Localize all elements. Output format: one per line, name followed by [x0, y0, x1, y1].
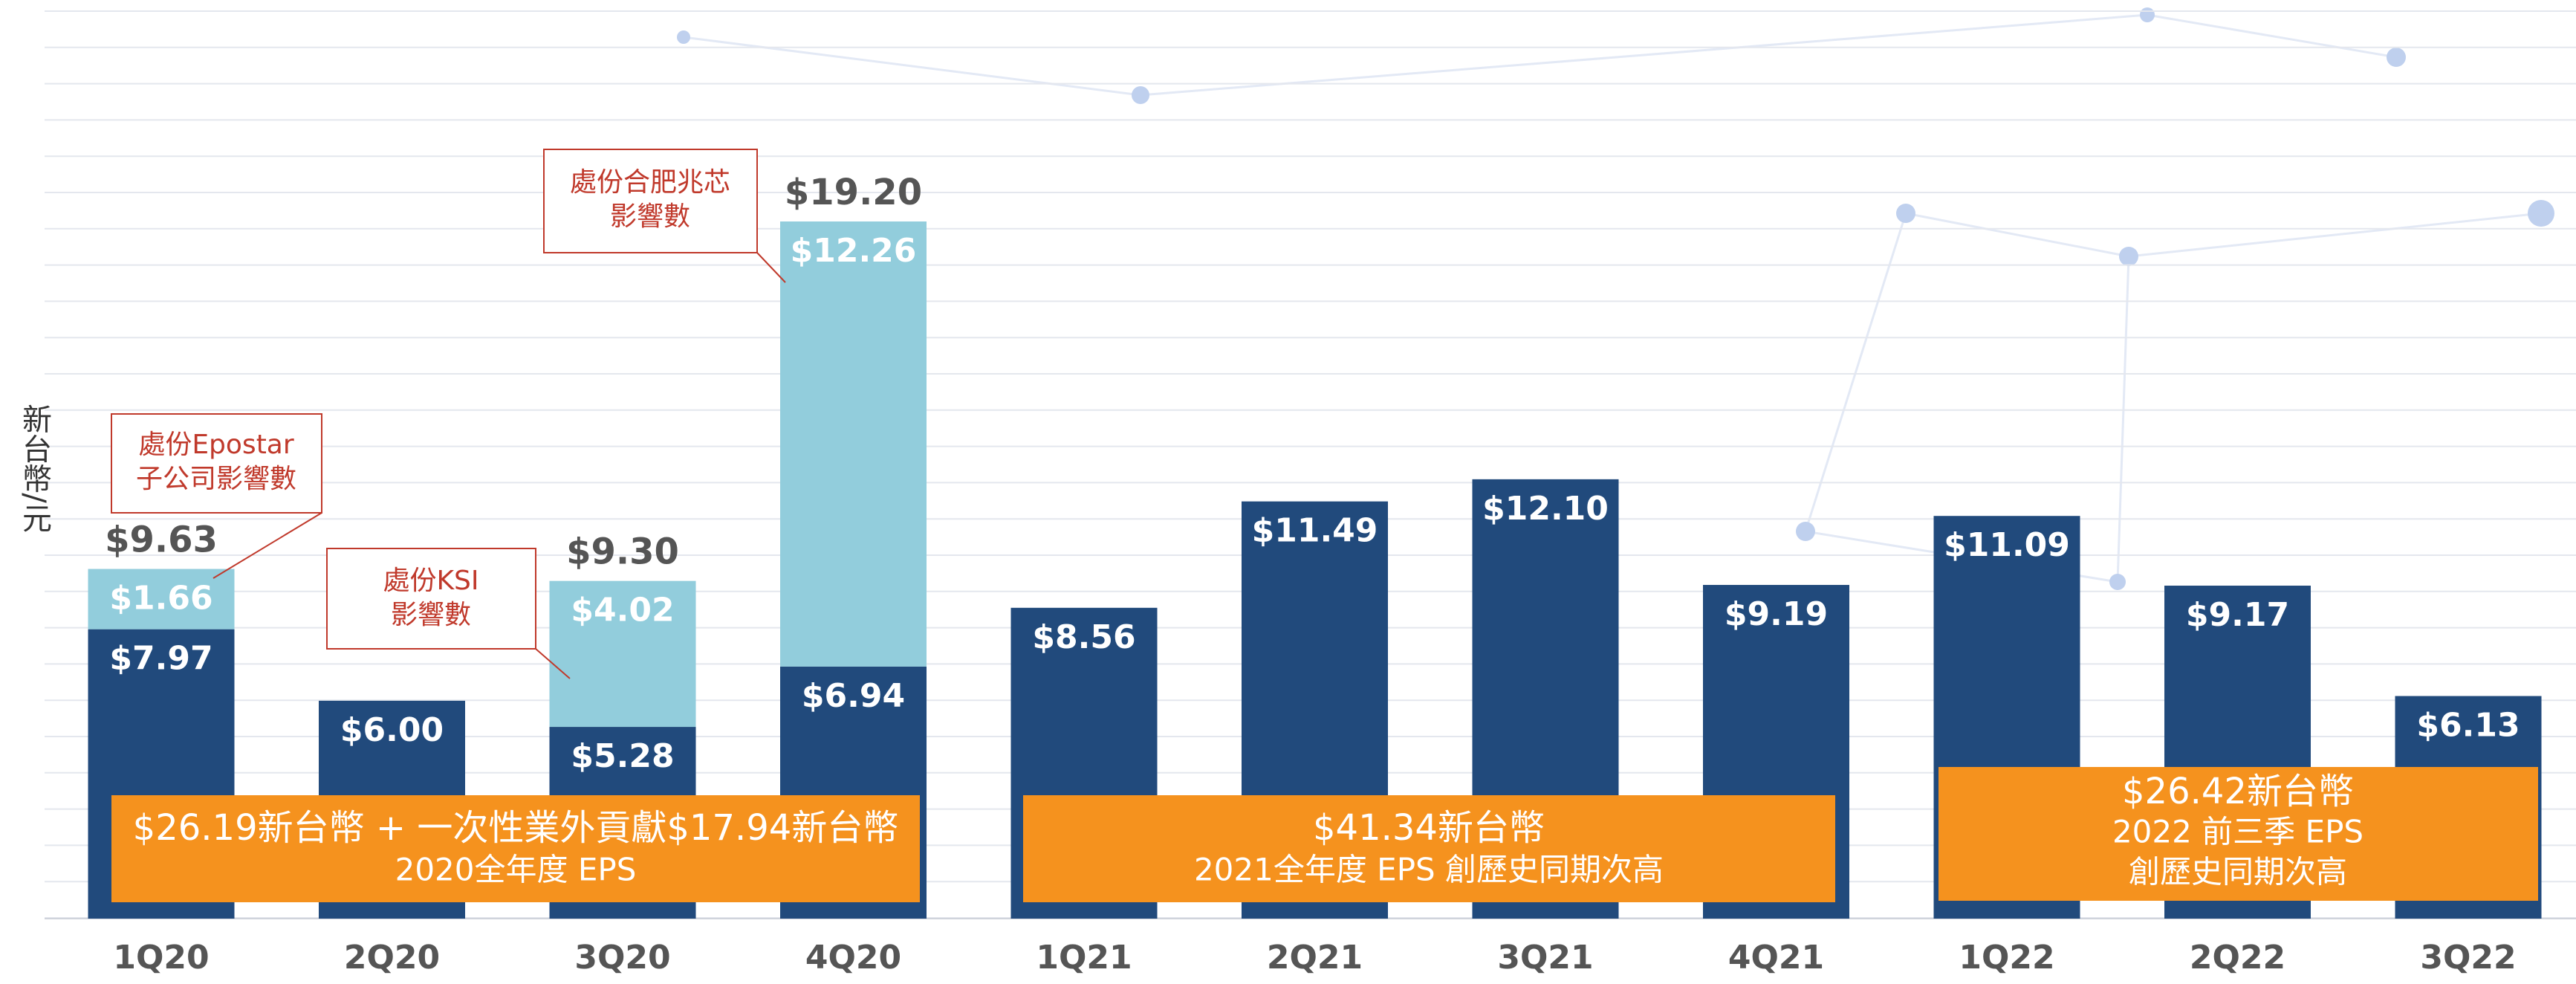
bar-segment: [780, 221, 927, 667]
bar-value-label: $9.17: [2186, 596, 2289, 634]
bar-value-label: $7.97: [109, 640, 212, 678]
summary-text: $26.42新台幣: [2122, 771, 2354, 812]
summary-box: [1023, 795, 1835, 902]
summary-box: [1939, 767, 2538, 901]
bar-value-label: $9.19: [1725, 595, 1828, 633]
bar-value-label: $4.02: [571, 592, 674, 629]
bar-value-label: $6.13: [2416, 707, 2520, 745]
x-tick-label: 4Q20: [805, 939, 901, 977]
callout-text: 影響數: [391, 600, 471, 630]
bar-value-label: $1.66: [109, 580, 212, 618]
summary-text: 2022 前三季 EPS: [2112, 814, 2364, 850]
callout-leader: [756, 252, 786, 283]
callout-box: [111, 413, 322, 514]
callout-leader: [535, 648, 571, 679]
background-network: [677, 7, 2554, 590]
summary-text: 2020全年度 EPS: [395, 852, 637, 888]
x-tick-label: 2Q20: [344, 939, 440, 977]
callout-box: [543, 149, 758, 253]
bar-value-label: $8.56: [1032, 618, 1135, 656]
summary-text: $41.34新台幣: [1313, 807, 1545, 849]
callout-text: 處份Epostar: [138, 430, 294, 460]
bar-value-label: $11.49: [1252, 512, 1378, 550]
bar-value-label: $12.10: [1482, 490, 1609, 528]
x-tick-label: 3Q20: [574, 939, 670, 977]
bar-value-label: $6.00: [340, 711, 444, 749]
bar-value-label: $5.28: [571, 737, 674, 775]
x-tick-label: 1Q21: [1036, 939, 1132, 977]
x-tick-label: 1Q20: [113, 939, 209, 977]
x-tick-label: 3Q21: [1497, 939, 1593, 977]
summary-text: 創歷史同期次高: [2129, 854, 2347, 890]
y-axis-label: 新台幣/元: [17, 404, 51, 532]
x-tick-label: 2Q21: [1267, 939, 1363, 977]
callout-text: 處份KSI: [383, 566, 478, 596]
summary-text: 2021全年度 EPS 創歷史同期次高: [1194, 852, 1664, 888]
bar-segment: [88, 569, 235, 629]
callout-text: 子公司影響數: [136, 464, 296, 494]
callout-box: [326, 548, 536, 650]
summary-text: $26.19新台幣 + 一次性業外貢獻$17.94新台幣: [133, 807, 899, 849]
summary-box: [111, 795, 920, 902]
total-label: $9.63: [105, 519, 218, 561]
bar-value-label: $12.26: [791, 232, 917, 270]
callout-leader: [212, 512, 322, 579]
bar-value-label: $11.09: [1944, 526, 2070, 564]
x-tick-label: 2Q22: [2190, 939, 2285, 977]
bar-value-label: $6.94: [802, 677, 905, 715]
total-label: $9.30: [566, 531, 679, 573]
callout-text: 影響數: [610, 201, 690, 232]
x-tick-label: 1Q22: [1959, 939, 2054, 977]
total-label: $19.20: [785, 172, 922, 213]
bar-segment: [549, 580, 696, 728]
callout-text: 處份合肥兆芯: [570, 167, 730, 198]
x-tick-label: 3Q22: [2420, 939, 2516, 977]
x-tick-label: 4Q21: [1728, 939, 1824, 977]
